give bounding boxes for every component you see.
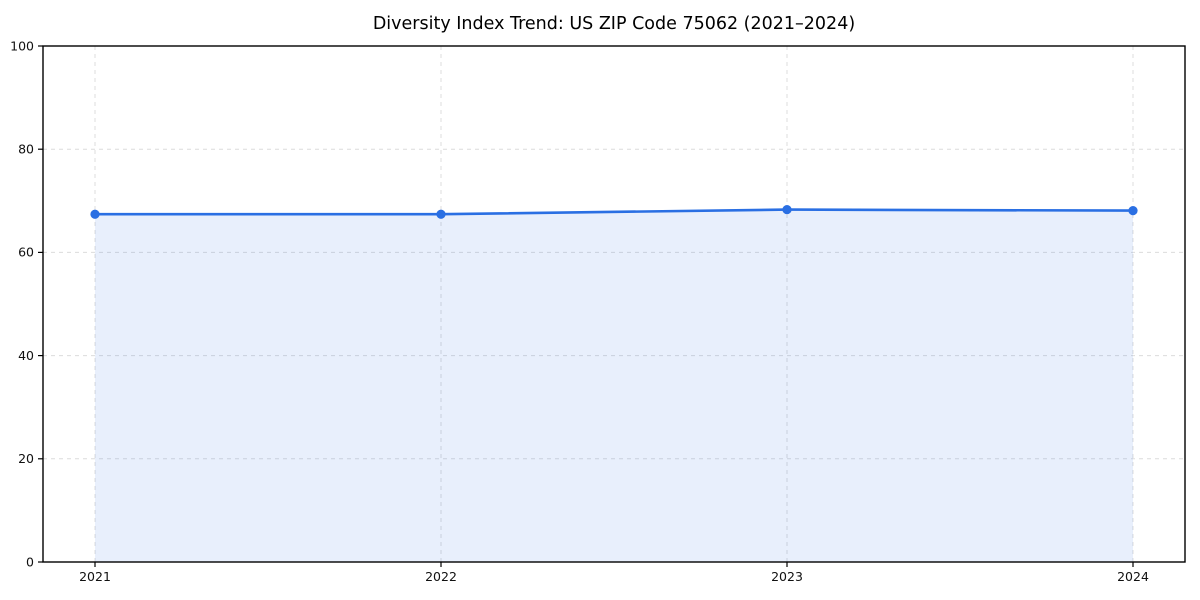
x-tick-label: 2024 xyxy=(1117,569,1149,584)
chart-title: Diversity Index Trend: US ZIP Code 75062… xyxy=(372,14,856,34)
y-tick-label: 100 xyxy=(10,38,34,53)
y-tick-label: 20 xyxy=(18,451,34,466)
y-tick-label: 0 xyxy=(26,554,34,569)
y-tick-label: 40 xyxy=(18,348,34,363)
x-tick-label: 2021 xyxy=(79,569,111,584)
data-point-marker xyxy=(436,209,446,219)
data-point-marker xyxy=(1128,206,1138,216)
data-point-marker xyxy=(90,209,100,219)
trend-line xyxy=(93,208,1135,216)
area-fill xyxy=(95,209,1133,562)
x-tick-label: 2022 xyxy=(425,569,457,584)
x-tick-label: 2023 xyxy=(771,569,803,584)
data-point-marker xyxy=(782,204,792,215)
y-tick-label: 80 xyxy=(18,141,34,156)
y-tick-label: 60 xyxy=(18,245,34,260)
plot-border xyxy=(42,45,1186,563)
